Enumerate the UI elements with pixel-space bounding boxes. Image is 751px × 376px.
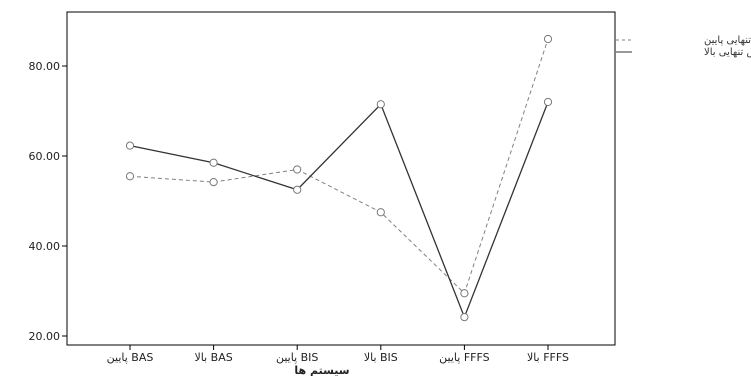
x-tick-label: FFFS پایین xyxy=(439,351,489,364)
data-point-series-2 xyxy=(460,313,469,322)
y-tick-label: 20.00 xyxy=(29,330,61,343)
x-tick-label: BIS بالا xyxy=(364,351,398,364)
data-point-series-2 xyxy=(376,100,385,109)
y-tick-label: 80.00 xyxy=(29,60,61,73)
data-point-series-1 xyxy=(209,178,218,187)
data-point-series-2 xyxy=(125,141,135,150)
data-point-series-1 xyxy=(293,165,302,174)
legend-label-series-1: احساس تنهایی پایین xyxy=(704,35,751,46)
data-point-series-2 xyxy=(543,97,553,107)
x-axis-title: سیستم ها xyxy=(294,364,349,376)
legend-label-series-2: احساس تنهایی بالا xyxy=(704,47,751,58)
data-point-series-1 xyxy=(376,208,385,217)
y-axis: 20.00 40.00 60.00 80.00 xyxy=(29,60,67,343)
y-tick-label: 60.00 xyxy=(29,150,61,163)
series-layer xyxy=(125,34,553,322)
y-tick-label: 40.00 xyxy=(29,240,61,253)
x-tick-label: BAS پایین xyxy=(107,351,154,364)
plot-frame xyxy=(66,11,616,346)
legend: احساس تنهایی پایین احساس تنهایی بالا xyxy=(616,35,751,58)
series-line-2 xyxy=(129,101,549,319)
data-point-series-2 xyxy=(209,158,218,167)
x-tick-label: BIS پایین xyxy=(276,351,318,364)
data-point-series-1 xyxy=(460,289,469,298)
series-line-1 xyxy=(129,38,549,295)
data-point-series-1 xyxy=(543,34,553,44)
x-tick-label: BAS بالا xyxy=(194,351,232,364)
data-point-series-1 xyxy=(125,172,135,181)
x-tick-label: FFFS بالا xyxy=(527,351,569,364)
x-axis: BAS پایین BAS بالا BIS پایین BIS بالا FFFS پ… xyxy=(107,345,569,364)
data-point-series-2 xyxy=(293,185,302,194)
